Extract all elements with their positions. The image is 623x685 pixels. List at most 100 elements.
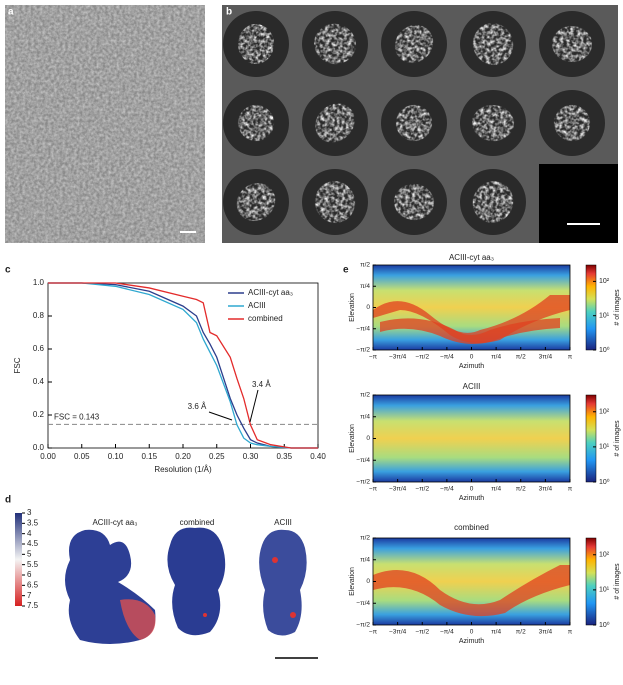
colorbar-tick-label: 3	[27, 508, 32, 517]
y-tick-label: π/4	[360, 283, 370, 290]
x-axis-label: Azimuth	[459, 363, 484, 370]
y-tick-label: 0.4	[33, 377, 45, 386]
x-tick-label: 0.35	[276, 452, 292, 461]
heatmap-band	[373, 295, 570, 344]
x-tick-label: −3π/4	[389, 486, 407, 493]
x-axis-label: Azimuth	[459, 638, 484, 645]
y-tick-label: −π/2	[356, 479, 370, 486]
colorbar-tick-label: 5	[27, 549, 32, 558]
annotation: 3.6 Å	[188, 402, 207, 411]
panel-label: d	[5, 495, 11, 506]
y-tick-label: 1.0	[33, 278, 45, 287]
colorbar	[585, 394, 597, 483]
x-tick-label: 0.25	[209, 452, 225, 461]
colorbar-label: # of images	[614, 563, 621, 600]
colorbar-tick-label: 6	[27, 570, 32, 579]
heatmap-band	[380, 318, 560, 344]
x-tick-label: π	[568, 629, 573, 636]
x-tick-label: π/4	[491, 486, 501, 493]
colorbar-tick-label: 10¹	[599, 587, 610, 594]
x-axis-label: Azimuth	[459, 495, 484, 502]
particle	[315, 103, 355, 143]
colorbar-tick-label: 4.5	[27, 539, 39, 548]
particle	[554, 105, 590, 141]
y-axis-label: Elevation	[349, 293, 356, 322]
micrograph-texture	[5, 5, 205, 243]
colorbar-tick-label: 10²	[599, 409, 610, 416]
colorbar-label: # of images	[614, 289, 621, 326]
threshold-label: FSC = 0.143	[54, 413, 100, 422]
particle	[472, 23, 514, 65]
x-tick-label: 0.10	[108, 452, 124, 461]
y-tick-label: 0.0	[33, 443, 45, 452]
x-tick-label: −π/4	[440, 354, 454, 361]
plot-frame	[47, 282, 319, 449]
legend-label: combined	[248, 314, 283, 323]
y-tick-label: 0.8	[33, 311, 45, 320]
panel-label: c	[5, 265, 11, 276]
panel-label: e	[343, 265, 349, 276]
colorbar-tick-label: 4	[27, 529, 32, 538]
colorbar	[585, 264, 597, 351]
x-tick-label: 3π/4	[539, 354, 553, 361]
colorbar-tick-label: 10¹	[599, 444, 610, 451]
particle	[396, 105, 432, 141]
x-tick-label: π	[568, 354, 573, 361]
y-tick-label: 0.6	[33, 344, 45, 353]
scale-panel	[539, 164, 618, 243]
fsc-curve	[48, 282, 318, 449]
y-axis-label: Elevation	[349, 424, 356, 453]
y-tick-label: −π/4	[356, 325, 370, 332]
y-tick-label: 0.2	[33, 410, 45, 419]
x-tick-label: 3π/4	[539, 629, 553, 636]
x-axis-label: Resolution (1/Å)	[154, 465, 212, 474]
y-tick-label: π/2	[360, 535, 370, 542]
x-tick-label: π	[568, 486, 573, 493]
x-tick-label: 0.40	[310, 452, 326, 461]
colorbar-tick-label: 3.5	[27, 518, 39, 527]
annotation: 3.4 Å	[252, 380, 271, 389]
legend-label: ACIII-cyt aa₃	[248, 288, 293, 297]
legend-label: ACIII	[248, 301, 266, 310]
colorbar-tick-label: 10⁰	[599, 346, 610, 354]
map-title: combined	[180, 518, 215, 527]
heatmap-title: combined	[454, 523, 489, 532]
y-tick-label: −π/4	[356, 457, 370, 464]
particle	[472, 104, 514, 142]
colorbar	[585, 537, 597, 626]
annotation-arrow	[208, 411, 233, 421]
x-tick-label: π/4	[491, 629, 501, 636]
x-tick-label: π/2	[516, 629, 526, 636]
panel-label: b	[226, 7, 232, 18]
particle	[238, 24, 274, 64]
colorbar-tick-label: 10²	[599, 552, 610, 559]
class-grid	[223, 11, 618, 243]
colorbar-tick-label: 10¹	[599, 313, 610, 320]
heatmap-title: ACIII	[463, 382, 481, 391]
x-tick-label: −π	[369, 629, 378, 636]
colorbar	[15, 513, 22, 606]
x-tick-label: 0.20	[175, 452, 191, 461]
heatmap-band	[373, 565, 570, 617]
x-tick-label: π/4	[491, 354, 501, 361]
y-tick-label: π/4	[360, 556, 370, 563]
y-tick-label: π/2	[360, 392, 370, 399]
particle	[394, 183, 434, 221]
x-tick-label: 0	[470, 629, 474, 636]
y-tick-label: 0	[366, 304, 370, 311]
x-tick-label: 0.30	[243, 452, 259, 461]
particle	[314, 181, 356, 223]
y-tick-label: π/4	[360, 413, 370, 420]
particle	[236, 183, 276, 221]
fsc-curve	[48, 282, 318, 449]
x-tick-label: −π	[369, 354, 378, 361]
colorbar-tick-label: 10⁰	[599, 478, 610, 486]
x-tick-label: −π/4	[440, 629, 454, 636]
heatmap-body	[373, 395, 570, 482]
x-tick-label: −π/2	[415, 486, 429, 493]
x-tick-label: −π/2	[415, 629, 429, 636]
map-title: ACIII-cyt aa₃	[92, 518, 137, 527]
x-tick-label: 0.00	[40, 452, 56, 461]
colorbar-tick-label: 7.5	[27, 601, 39, 610]
